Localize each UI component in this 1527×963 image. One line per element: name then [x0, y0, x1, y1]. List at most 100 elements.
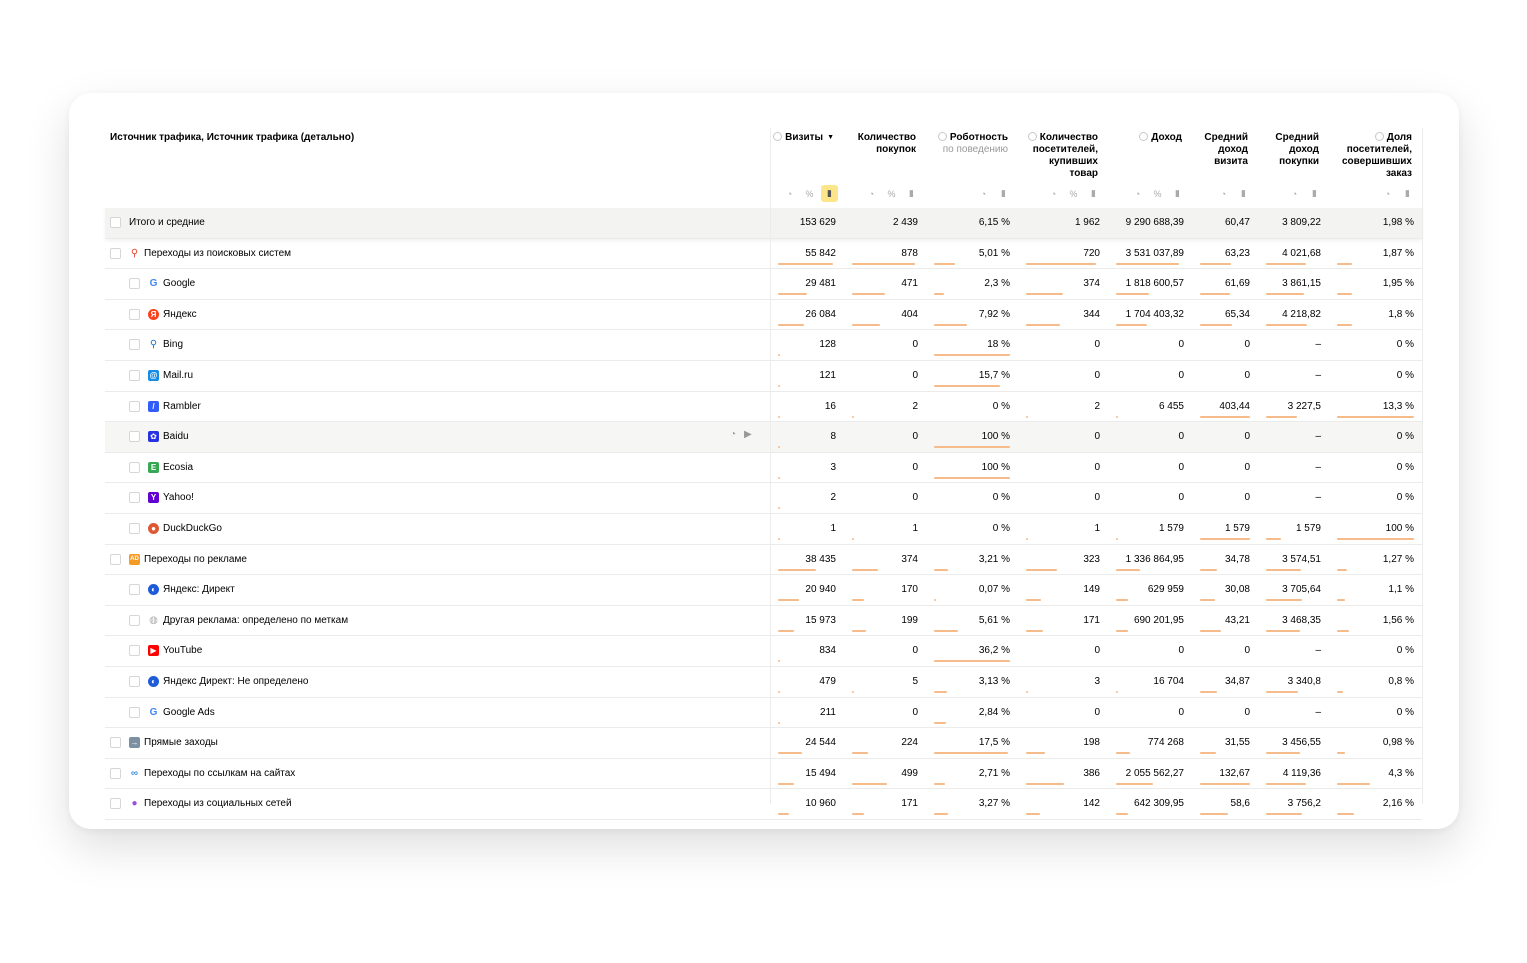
sort-desc-icon[interactable]: ▼: [827, 134, 834, 141]
table-row[interactable]: ● DuckDuckGo 1 1 0 % 1 1 579 1 579 1 579 100 %: [105, 514, 1422, 545]
row-dimension[interactable]: ∞ Переходы по ссылкам на сайтах: [110, 759, 295, 788]
row-checkbox[interactable]: [110, 247, 121, 259]
table-row[interactable]: Я Яндекс 26 084 404 7,92 % 344 1 704 403,32 65,…: [105, 300, 1422, 331]
row-dimension[interactable]: Итого и средние: [110, 208, 205, 237]
bars-chart-icon[interactable]: ▮: [1175, 188, 1180, 198]
table-row[interactable]: @ Mail.ru 121 0 15,7 % 0 0 0 – 0 %: [105, 361, 1422, 392]
bars-chart-icon[interactable]: ▮: [909, 188, 914, 198]
row-checkbox[interactable]: [129, 522, 140, 534]
metric-header-share[interactable]: Доля посетителей, совершивших заказ ◔ ▮: [1329, 128, 1422, 208]
help-icon[interactable]: [937, 132, 947, 141]
pct-chart-icon[interactable]: %: [887, 188, 896, 199]
row-dimension[interactable]: ◐ Яндекс Директ: Не определено: [129, 667, 309, 696]
pie-chart-icon[interactable]: ◔: [1384, 188, 1391, 199]
pie-chart-icon[interactable]: ◔: [1220, 188, 1227, 199]
row-dimension[interactable]: E Ecosia: [129, 453, 193, 482]
metric-header-purchases[interactable]: Количество покупок ◔% ▮: [844, 128, 926, 208]
table-row[interactable]: ● Переходы из социальных сетей 10 960 171 3,…: [105, 789, 1422, 820]
table-row[interactable]: ✿ Baidu ◔ ▶ 8 0 100 % 0 0 0–0 %: [105, 422, 1422, 453]
row-dimension[interactable]: ● DuckDuckGo: [129, 514, 222, 543]
table-row[interactable]: ◐ Яндекс: Директ 20 940 170 0,07 % 149 629 959…: [105, 575, 1422, 606]
bars-chart-icon[interactable]: ▮: [1405, 188, 1410, 198]
table-row[interactable]: ∞ Переходы по ссылкам на сайтах 15 494 499 2…: [105, 759, 1422, 790]
row-checkbox[interactable]: [110, 553, 121, 565]
metric-header-visits[interactable]: Визиты ▼ ◔% ▮: [770, 128, 844, 208]
row-dimension[interactable]: Я Яндекс: [129, 300, 197, 329]
row-checkbox[interactable]: [110, 217, 121, 228]
metric-title[interactable]: Средний доход покупки: [1275, 132, 1319, 168]
table-row[interactable]: ◐ Яндекс Директ: Не определено 479 5 3,13 % 3…: [105, 667, 1422, 698]
row-dimension[interactable]: ● Переходы из социальных сетей: [110, 789, 292, 818]
table-row[interactable]: ⚲ Переходы из поисковых систем 55 842 878 5,…: [105, 239, 1422, 270]
row-checkbox[interactable]: [129, 278, 140, 290]
metric-title[interactable]: Средний доход визита: [1204, 132, 1248, 168]
row-checkbox[interactable]: [129, 369, 140, 381]
table-row[interactable]: → Прямые заходы 24 544 224 17,5 % 198 774 268 3…: [105, 728, 1422, 759]
row-checkbox[interactable]: [129, 308, 140, 320]
row-dimension[interactable]: ◍ Другая реклама: определено по меткам: [129, 606, 348, 635]
bars-chart-icon[interactable]: ▮: [821, 185, 838, 202]
row-checkbox[interactable]: [129, 339, 140, 351]
totals-row[interactable]: Итого и средние 153 629 2 439 6,15 % 1 962 9 …: [105, 208, 1422, 239]
metric-header-avg_purchase[interactable]: Средний доход покупки ◔ ▮: [1258, 128, 1329, 208]
row-dimension[interactable]: → Прямые заходы: [110, 728, 218, 757]
metric-title[interactable]: Количество покупок: [858, 132, 916, 156]
bars-chart-icon[interactable]: ▮: [1091, 188, 1096, 198]
help-icon[interactable]: [773, 132, 783, 141]
help-icon[interactable]: [1374, 132, 1384, 141]
row-dimension[interactable]: AD Переходы по рекламе: [110, 545, 247, 574]
metric-title[interactable]: Доход: [1139, 132, 1182, 144]
row-checkbox[interactable]: [129, 400, 140, 412]
pct-chart-icon[interactable]: %: [805, 188, 814, 199]
metric-title[interactable]: Количество посетителей, купивших товар: [1027, 132, 1098, 180]
pct-chart-icon[interactable]: %: [1153, 188, 1162, 199]
table-row[interactable]: ⚲ Bing 128 0 18 % 0 0 0 – 0 %: [105, 330, 1422, 361]
pie-chart-icon[interactable]: ◔: [868, 188, 875, 199]
row-checkbox[interactable]: [129, 706, 140, 718]
row-checkbox[interactable]: [129, 492, 140, 504]
help-icon[interactable]: [1139, 132, 1149, 141]
row-dimension[interactable]: ◐ Яндекс: Директ: [129, 575, 235, 604]
table-row[interactable]: G Google 29 481 471 2,3 % 374 1 818 600,57 61,6…: [105, 269, 1422, 300]
table-row[interactable]: AD Переходы по рекламе 38 435 374 3,21 % 323 1…: [105, 545, 1422, 576]
row-checkbox[interactable]: [129, 675, 140, 687]
table-row[interactable]: ◍ Другая реклама: определено по меткам 15 …: [105, 606, 1422, 637]
table-row[interactable]: Y Yahoo! 2 0 0 % 0 0 0 – 0 %: [105, 483, 1422, 514]
play-icon[interactable]: ▶: [744, 429, 752, 441]
table-row[interactable]: / Rambler 16 2 0 % 2 6 455 403,44 3 227,5 13,3 %: [105, 392, 1422, 423]
row-checkbox[interactable]: [129, 461, 140, 473]
pie-chart-icon[interactable]: ◔: [1050, 188, 1057, 199]
metric-header-avg_visit[interactable]: Средний доход визита ◔ ▮: [1192, 128, 1258, 208]
row-dimension[interactable]: ⚲ Bing: [129, 330, 183, 359]
bars-chart-icon[interactable]: ▮: [1001, 188, 1006, 198]
row-dimension[interactable]: Y Yahoo!: [129, 483, 194, 512]
metric-title[interactable]: Роботность по поведению: [937, 132, 1008, 156]
pie-chart-icon[interactable]: ◔: [980, 188, 987, 199]
pie-chart-icon[interactable]: ◔: [1291, 188, 1298, 199]
row-dimension[interactable]: G Google Ads: [129, 698, 215, 727]
metric-header-robot[interactable]: Роботность по поведению ◔ ▮: [926, 128, 1018, 208]
row-checkbox[interactable]: [110, 737, 121, 749]
metric-header-revenue[interactable]: Доход ◔% ▮: [1108, 128, 1192, 208]
table-row[interactable]: G Google Ads 211 0 2,84 % 0 0 0 – 0 %: [105, 698, 1422, 729]
table-row[interactable]: E Ecosia 3 0 100 % 0 0 0 – 0 %: [105, 453, 1422, 484]
bars-chart-icon[interactable]: ▮: [1312, 188, 1317, 198]
row-dimension[interactable]: G Google: [129, 269, 195, 298]
row-dimension[interactable]: ✿ Baidu: [129, 422, 189, 451]
row-dimension[interactable]: ▶ YouTube: [129, 636, 202, 665]
metric-header-buyers[interactable]: Количество посетителей, купивших товар ◔% ▮: [1018, 128, 1108, 208]
metric-title[interactable]: Доля посетителей, совершивших заказ: [1342, 132, 1412, 180]
row-checkbox[interactable]: [110, 767, 121, 779]
bars-chart-icon[interactable]: ▮: [1241, 188, 1246, 198]
row-checkbox[interactable]: [129, 431, 140, 443]
metric-title[interactable]: Визиты ▼: [773, 132, 834, 144]
row-checkbox[interactable]: [129, 614, 140, 626]
row-dimension[interactable]: ⚲ Переходы из поисковых систем: [110, 239, 291, 268]
row-checkbox[interactable]: [129, 584, 140, 596]
row-checkbox[interactable]: [110, 798, 121, 810]
pct-chart-icon[interactable]: %: [1069, 188, 1078, 199]
table-row[interactable]: ▶ YouTube 834 0 36,2 % 0 0 0 – 0 %: [105, 636, 1422, 667]
row-dimension[interactable]: @ Mail.ru: [129, 361, 193, 390]
help-icon[interactable]: [1027, 132, 1037, 141]
pie-chart-icon[interactable]: ◔: [730, 429, 737, 441]
